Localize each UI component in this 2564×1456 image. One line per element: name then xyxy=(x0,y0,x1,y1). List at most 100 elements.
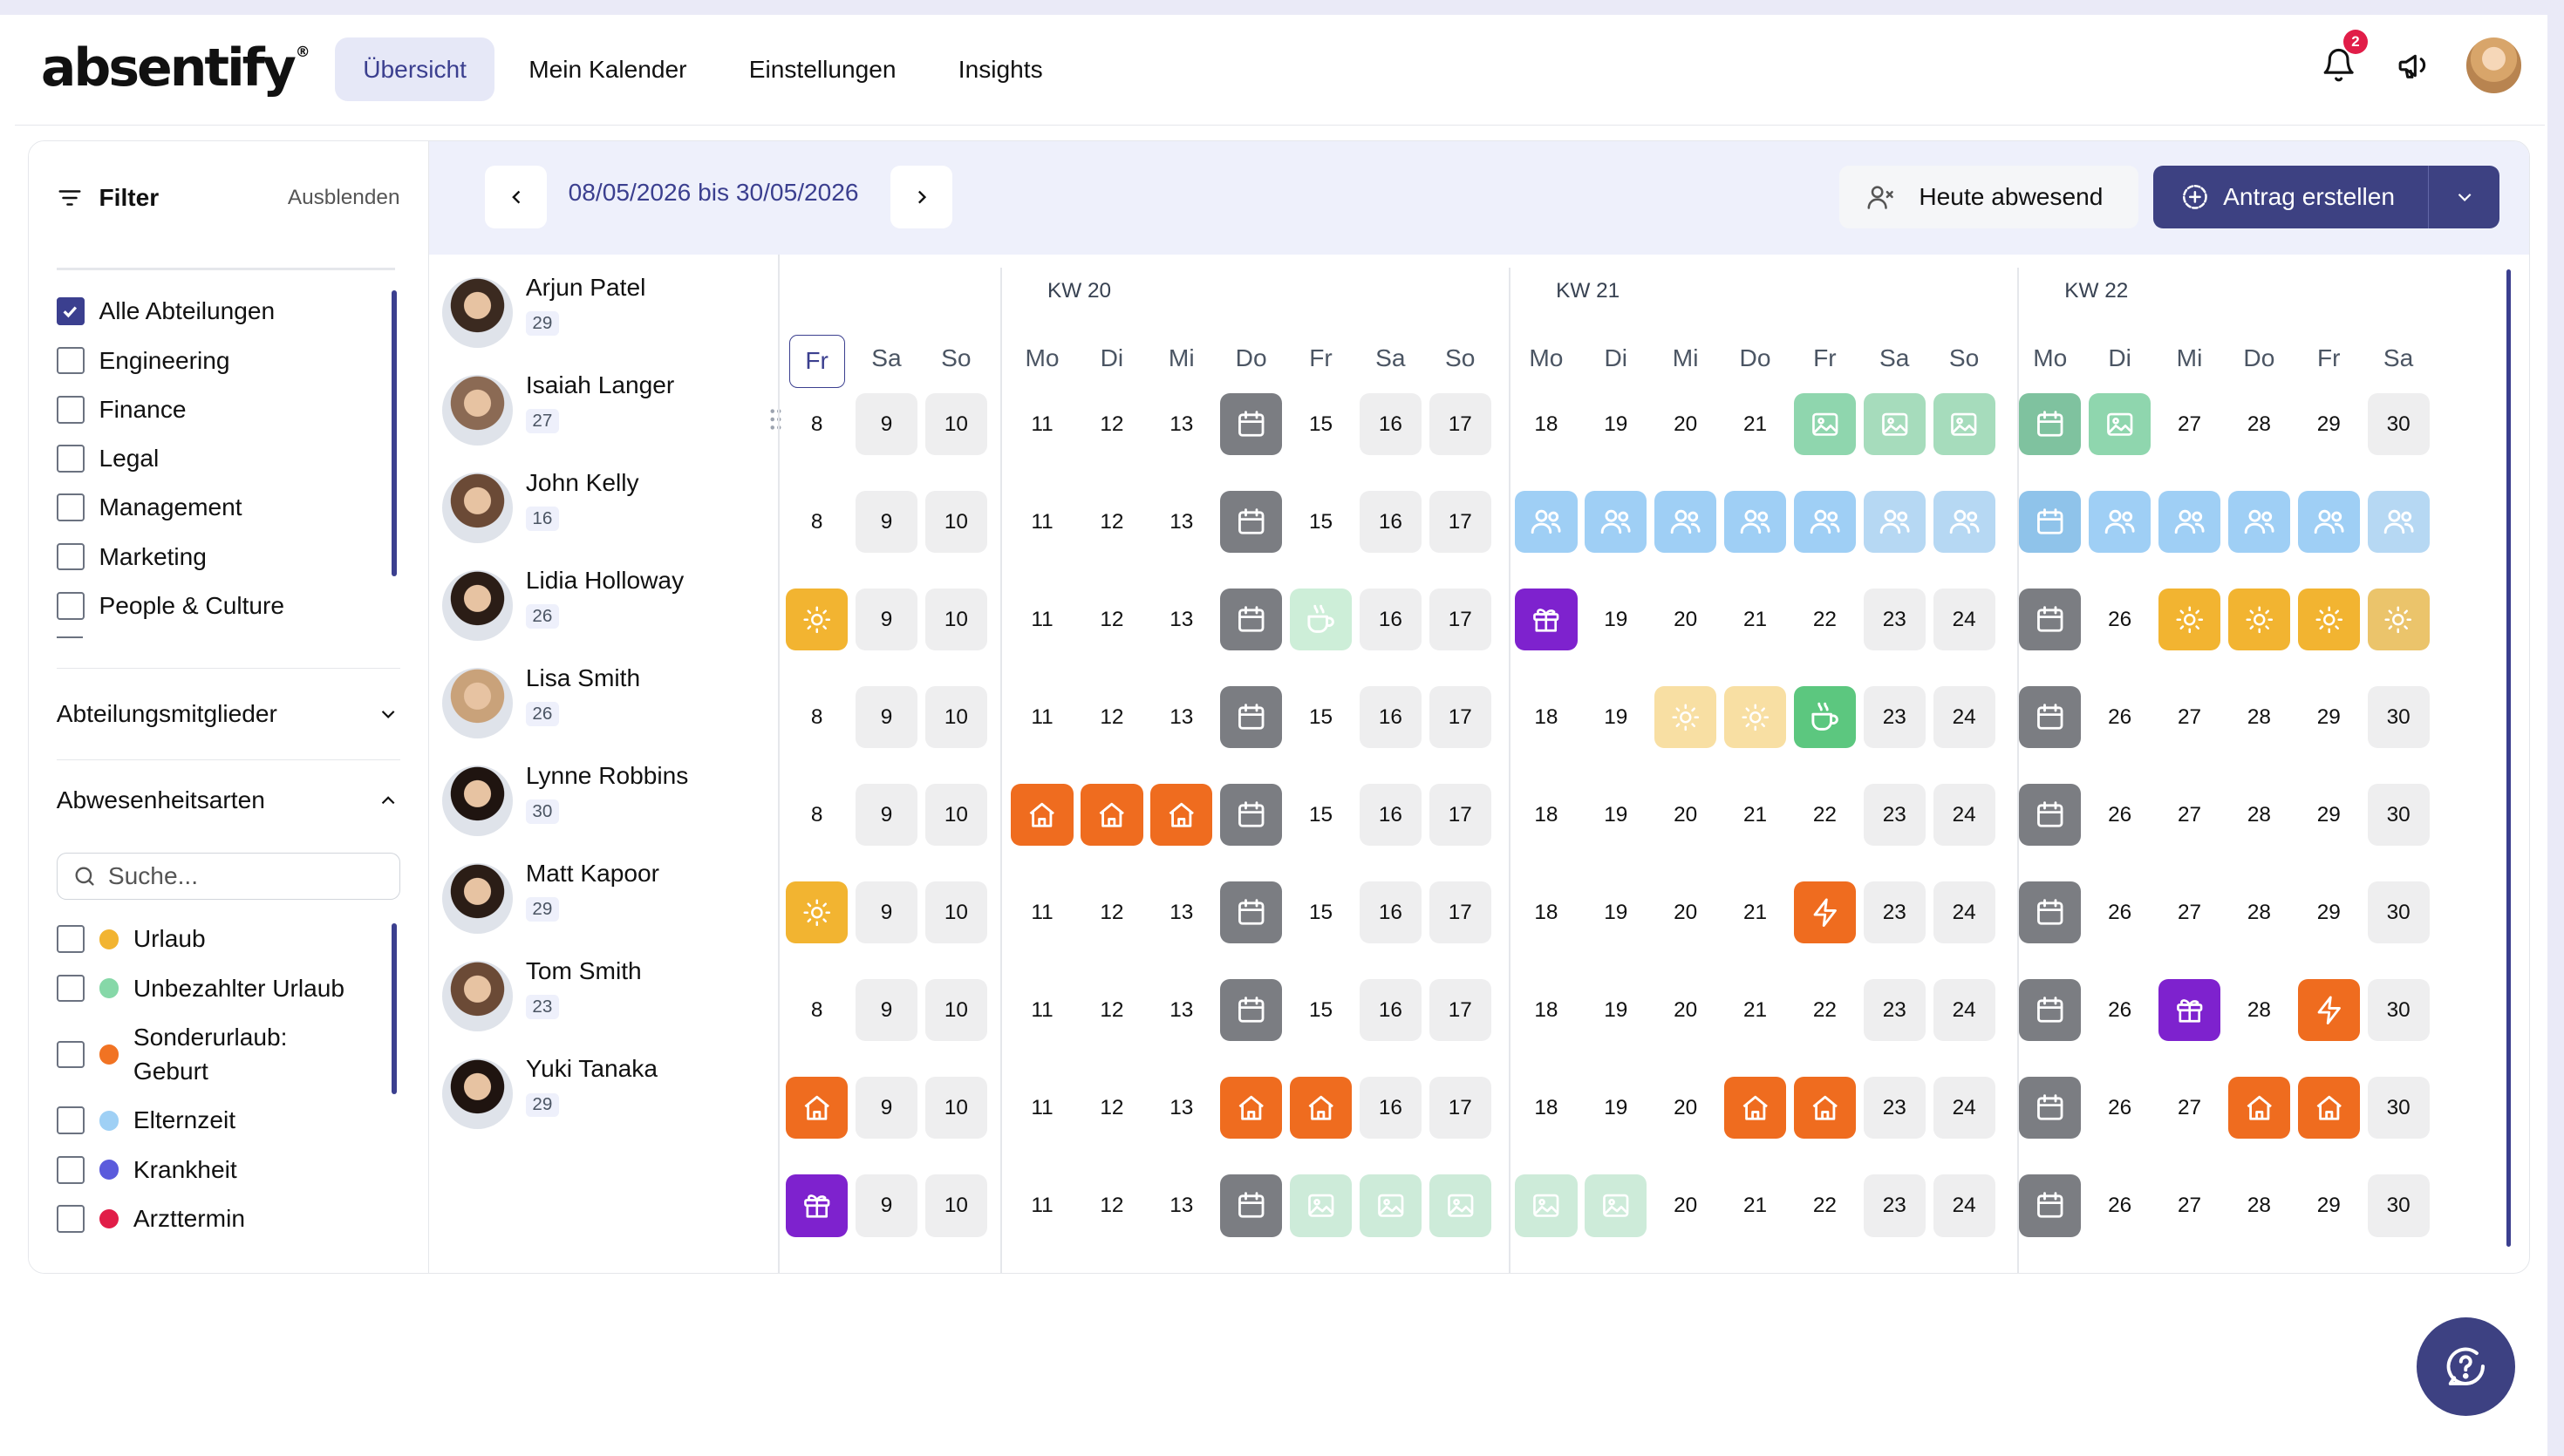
day-cell[interactable]: 11 xyxy=(1011,979,1073,1041)
day-cell[interactable]: 24 xyxy=(1933,784,1995,847)
gift-absence-cell[interactable] xyxy=(1515,589,1578,651)
people-absence-cell[interactable] xyxy=(1515,491,1578,554)
day-cell[interactable]: 8 xyxy=(786,491,848,553)
day-cell[interactable]: 30 xyxy=(2367,979,2430,1042)
day-cell[interactable]: 17 xyxy=(1429,881,1491,944)
day-cell[interactable]: 20 xyxy=(1654,784,1716,846)
employee-name[interactable]: Lisa Smith xyxy=(525,664,641,692)
nav-overview[interactable]: Übersicht xyxy=(335,37,494,102)
day-cell[interactable]: 11 xyxy=(1011,589,1073,650)
image-absence-cell[interactable] xyxy=(1289,1174,1353,1237)
day-cell[interactable]: 12 xyxy=(1081,491,1142,553)
create-request-dropdown[interactable] xyxy=(2429,166,2499,228)
employee-row[interactable]: Matt Kapoor 29 xyxy=(442,857,769,956)
day-cell[interactable]: 16 xyxy=(1359,686,1422,749)
day-cell[interactable]: 23 xyxy=(1863,881,1926,944)
people-absence-cell[interactable] xyxy=(1585,491,1647,554)
department-scrollbar[interactable] xyxy=(392,289,397,576)
employee-name[interactable]: Lidia Holloway xyxy=(525,567,685,595)
create-request-main[interactable]: Antrag erstellen xyxy=(2153,166,2430,228)
employee-avatar[interactable] xyxy=(442,472,513,543)
day-cell[interactable]: 30 xyxy=(2367,881,2430,944)
day-cell[interactable]: 12 xyxy=(1081,979,1142,1041)
bolt-absence-cell[interactable] xyxy=(2297,979,2360,1042)
day-cell[interactable]: 10 xyxy=(924,491,987,554)
day-cell[interactable]: 12 xyxy=(1081,393,1142,455)
checkbox[interactable] xyxy=(56,1040,85,1069)
employee-row[interactable]: Lidia Holloway 26 xyxy=(442,563,769,662)
people-absence-cell[interactable] xyxy=(2089,491,2151,554)
employee-name[interactable]: John Kelly xyxy=(525,469,639,497)
day-cell[interactable]: 15 xyxy=(1290,393,1352,455)
checkbox[interactable] xyxy=(56,445,85,473)
bolt-absence-cell[interactable] xyxy=(1793,881,1856,944)
day-cell[interactable]: 12 xyxy=(1081,1174,1142,1236)
day-cell[interactable]: 8 xyxy=(786,784,848,846)
sun-absence-cell[interactable] xyxy=(2158,589,2221,651)
sun-absence-cell[interactable] xyxy=(786,589,849,651)
nav-insights[interactable]: Insights xyxy=(958,55,1043,83)
day-cell[interactable]: 21 xyxy=(1724,393,1786,455)
nav-my-calendar[interactable]: Mein Kalender xyxy=(528,55,687,83)
home-absence-cell[interactable] xyxy=(1723,1077,1787,1140)
holiday-absence-cell[interactable] xyxy=(1220,491,1283,554)
day-cell[interactable]: 15 xyxy=(1290,979,1352,1041)
day-cell[interactable]: 15 xyxy=(1290,784,1352,846)
day-cell[interactable]: 9 xyxy=(855,784,918,847)
day-cell[interactable]: 17 xyxy=(1429,1077,1491,1140)
absence-type-option[interactable]: Arzttermin xyxy=(56,1194,400,1243)
sun-absence-cell[interactable] xyxy=(2297,589,2360,651)
image-absence-cell[interactable] xyxy=(1585,1174,1647,1237)
day-cell[interactable]: 11 xyxy=(1011,393,1073,455)
day-cell[interactable]: 22 xyxy=(1794,979,1856,1041)
home-absence-cell[interactable] xyxy=(1220,1077,1283,1140)
employee-name[interactable]: Tom Smith xyxy=(525,957,642,985)
day-cell[interactable]: 27 xyxy=(2158,1077,2220,1139)
day-cell[interactable]: 29 xyxy=(2298,881,2360,943)
day-cell[interactable]: 9 xyxy=(855,881,918,944)
holiday-absence-cell[interactable] xyxy=(1220,393,1283,456)
employee-row[interactable]: Arjun Patel 29 xyxy=(442,270,769,369)
day-cell[interactable]: 19 xyxy=(1585,979,1647,1041)
nav-settings[interactable]: Einstellungen xyxy=(748,55,897,83)
coffee-absence-cell[interactable] xyxy=(1289,589,1353,651)
holiday-absence-cell[interactable] xyxy=(1220,784,1283,847)
day-cell[interactable]: 26 xyxy=(2089,979,2151,1041)
day-cell[interactable]: 12 xyxy=(1081,686,1142,748)
day-cell[interactable]: 21 xyxy=(1724,1174,1786,1236)
people-absence-cell[interactable] xyxy=(1723,491,1787,554)
day-cell[interactable]: 22 xyxy=(1794,1174,1856,1236)
day-cell[interactable]: 23 xyxy=(1863,784,1926,847)
day-cell[interactable]: 26 xyxy=(2089,881,2151,943)
day-cell[interactable]: 24 xyxy=(1933,881,1995,944)
day-cell[interactable]: 12 xyxy=(1081,1077,1142,1139)
announcements-button[interactable] xyxy=(2386,37,2442,93)
day-cell[interactable]: 13 xyxy=(1150,491,1212,553)
day-cell[interactable]: 28 xyxy=(2228,1174,2290,1236)
employee-row[interactable]: John Kelly 16 xyxy=(442,466,769,564)
sun-absence-cell[interactable] xyxy=(786,881,849,944)
day-cell[interactable]: 8 xyxy=(786,979,848,1041)
holiday-absence-cell[interactable] xyxy=(1220,1174,1283,1237)
day-cell[interactable]: 11 xyxy=(1011,686,1073,748)
calendar-scrollbar[interactable] xyxy=(2506,269,2512,1247)
day-cell[interactable]: 28 xyxy=(2228,393,2290,455)
day-cell[interactable]: 9 xyxy=(855,686,918,749)
day-cell[interactable]: 17 xyxy=(1429,589,1491,651)
department-option[interactable]: People & Culture xyxy=(56,582,400,630)
day-cell[interactable]: 10 xyxy=(924,1077,987,1140)
day-cell[interactable]: 9 xyxy=(855,589,918,651)
home-absence-cell[interactable] xyxy=(786,1077,849,1140)
day-cell[interactable]: 18 xyxy=(1515,784,1577,846)
day-cell[interactable]: 21 xyxy=(1724,881,1786,943)
day-cell[interactable]: 20 xyxy=(1654,979,1716,1041)
holiday-absence-cell[interactable] xyxy=(2019,784,2082,847)
day-cell[interactable]: 10 xyxy=(924,1174,987,1237)
day-cell[interactable]: 11 xyxy=(1011,491,1073,553)
absence-type-option[interactable]: Sonderurlaub: Geburt xyxy=(56,1013,400,1097)
day-cell[interactable]: 24 xyxy=(1933,686,1995,749)
employee-name[interactable]: Lynne Robbins xyxy=(525,762,689,790)
day-cell[interactable]: 28 xyxy=(2228,686,2290,748)
home-absence-cell[interactable] xyxy=(1081,784,1143,847)
checkbox[interactable] xyxy=(56,297,85,326)
